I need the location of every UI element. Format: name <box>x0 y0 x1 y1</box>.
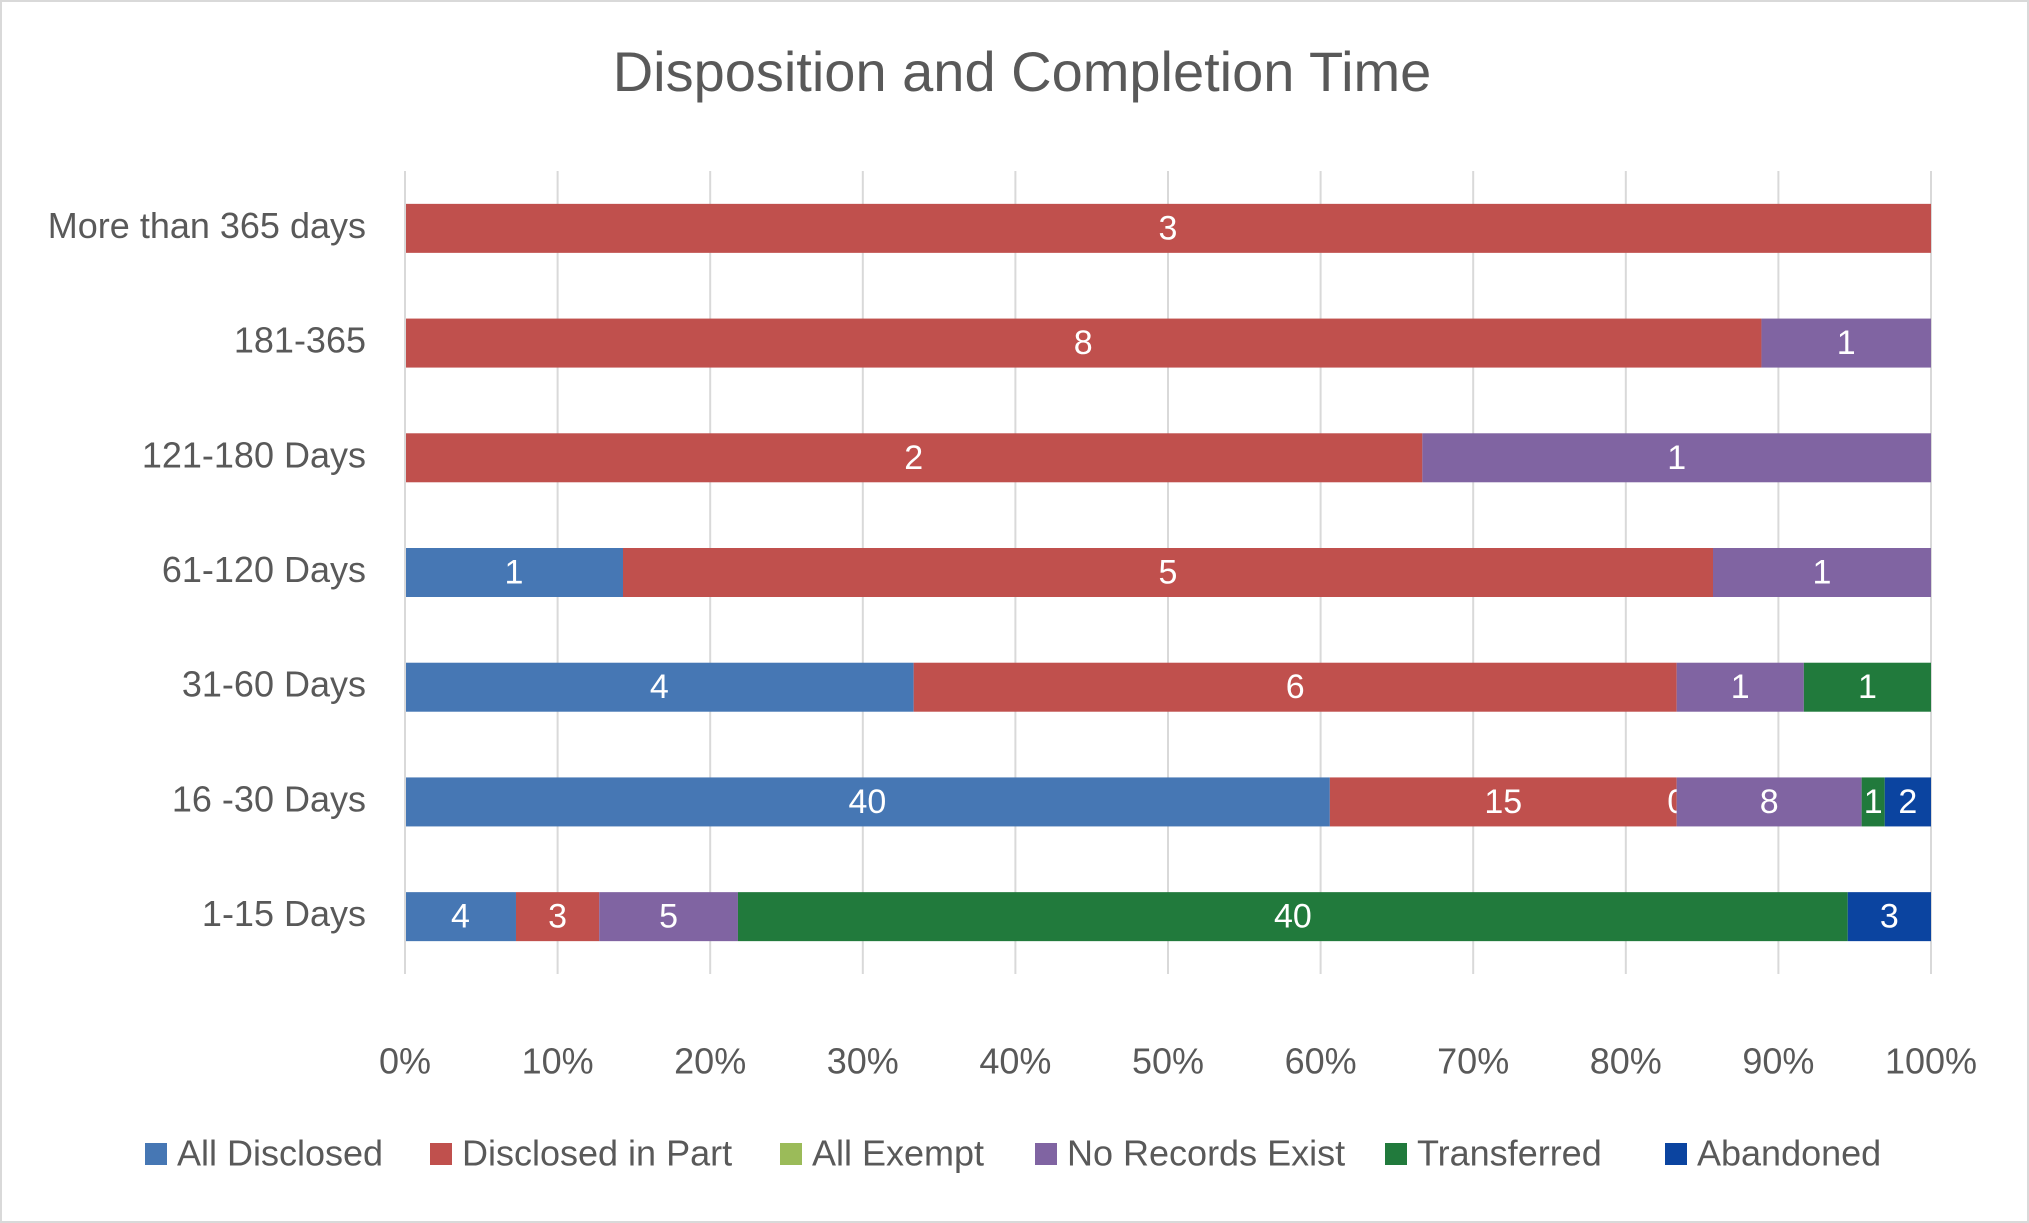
data-label: 15 <box>1484 783 1522 821</box>
x-tick-label: 80% <box>1590 1041 1662 1082</box>
legend-label: All Exempt <box>812 1133 984 1174</box>
x-tick-label: 10% <box>522 1041 594 1082</box>
legend-swatch <box>1385 1143 1407 1165</box>
legend-swatch <box>430 1143 452 1165</box>
bar-segment <box>1884 777 1931 827</box>
bar-segment <box>405 203 1931 253</box>
legend-label: Transferred <box>1417 1133 1602 1174</box>
bar-segment <box>1676 662 1804 712</box>
bar-segment <box>405 318 1762 368</box>
data-label: 1 <box>505 553 524 591</box>
bar-segment <box>1761 318 1931 368</box>
y-tick-label: 181-365 <box>234 320 366 361</box>
data-label: 3 <box>1159 209 1178 247</box>
bar-segment <box>405 548 623 597</box>
data-label: 2 <box>904 439 923 477</box>
x-tick-label: 100% <box>1885 1041 1977 1082</box>
data-label: 1 <box>1667 439 1686 477</box>
y-tick-label: 16 -30 Days <box>172 778 366 819</box>
bar-segment <box>405 662 914 712</box>
bar-segment <box>405 433 1423 483</box>
data-label: 3 <box>1880 898 1899 936</box>
bar-segment <box>623 548 1713 597</box>
legend-label: All Disclosed <box>177 1133 383 1174</box>
bar-segment <box>1329 777 1677 827</box>
data-label: 6 <box>1286 668 1305 706</box>
y-tick-label: 1-15 Days <box>202 893 366 934</box>
data-label: 2 <box>1898 783 1917 821</box>
legend-label: Abandoned <box>1697 1133 1881 1174</box>
data-label: 1 <box>1813 553 1832 591</box>
legend-swatch <box>1665 1143 1687 1165</box>
y-tick-label: 61-120 Days <box>162 549 366 590</box>
data-label: 40 <box>1274 898 1312 936</box>
bar-segment <box>1422 433 1931 483</box>
bar-segment <box>1676 777 1862 827</box>
bar-segment <box>405 777 1330 827</box>
data-label: 1 <box>1731 668 1750 706</box>
data-label: 1 <box>1837 324 1856 362</box>
legend-swatch <box>145 1143 167 1165</box>
data-label: 5 <box>659 898 678 936</box>
bar-segment <box>737 892 1848 942</box>
y-tick-label: 31-60 Days <box>182 664 366 705</box>
bar-segment <box>913 662 1677 712</box>
data-label: 3 <box>548 898 567 936</box>
x-tick-label: 60% <box>1285 1041 1357 1082</box>
data-label: 8 <box>1074 324 1093 362</box>
x-tick-label: 20% <box>674 1041 746 1082</box>
x-tick-label: 30% <box>827 1041 899 1082</box>
bar-segment <box>1713 548 1931 597</box>
legend-swatch <box>780 1143 802 1165</box>
legend-label: No Records Exist <box>1067 1133 1345 1174</box>
data-label: 4 <box>650 668 669 706</box>
x-tick-label: 70% <box>1437 1041 1509 1082</box>
chart-title: Disposition and Completion Time <box>613 40 1432 103</box>
data-label: 1 <box>1864 783 1883 821</box>
legend-label: Disclosed in Part <box>462 1133 732 1174</box>
bar-segment <box>405 892 516 942</box>
data-label: 5 <box>1159 553 1178 591</box>
bar-segment <box>1803 662 1931 712</box>
bar-segment <box>1847 892 1931 942</box>
y-tick-label: 121-180 Days <box>142 434 366 475</box>
bar-segment <box>515 892 600 942</box>
x-tick-label: 90% <box>1742 1041 1814 1082</box>
data-label: 8 <box>1760 783 1779 821</box>
x-tick-label: 0% <box>379 1041 431 1082</box>
data-label: 40 <box>849 783 887 821</box>
x-tick-label: 50% <box>1132 1041 1204 1082</box>
bar-segment <box>1861 777 1885 827</box>
bar-segment <box>599 892 738 942</box>
x-tick-label: 40% <box>979 1041 1051 1082</box>
data-label: 4 <box>451 898 470 936</box>
data-label: 1 <box>1858 668 1877 706</box>
legend-swatch <box>1035 1143 1057 1165</box>
y-tick-label: More than 365 days <box>48 205 366 246</box>
